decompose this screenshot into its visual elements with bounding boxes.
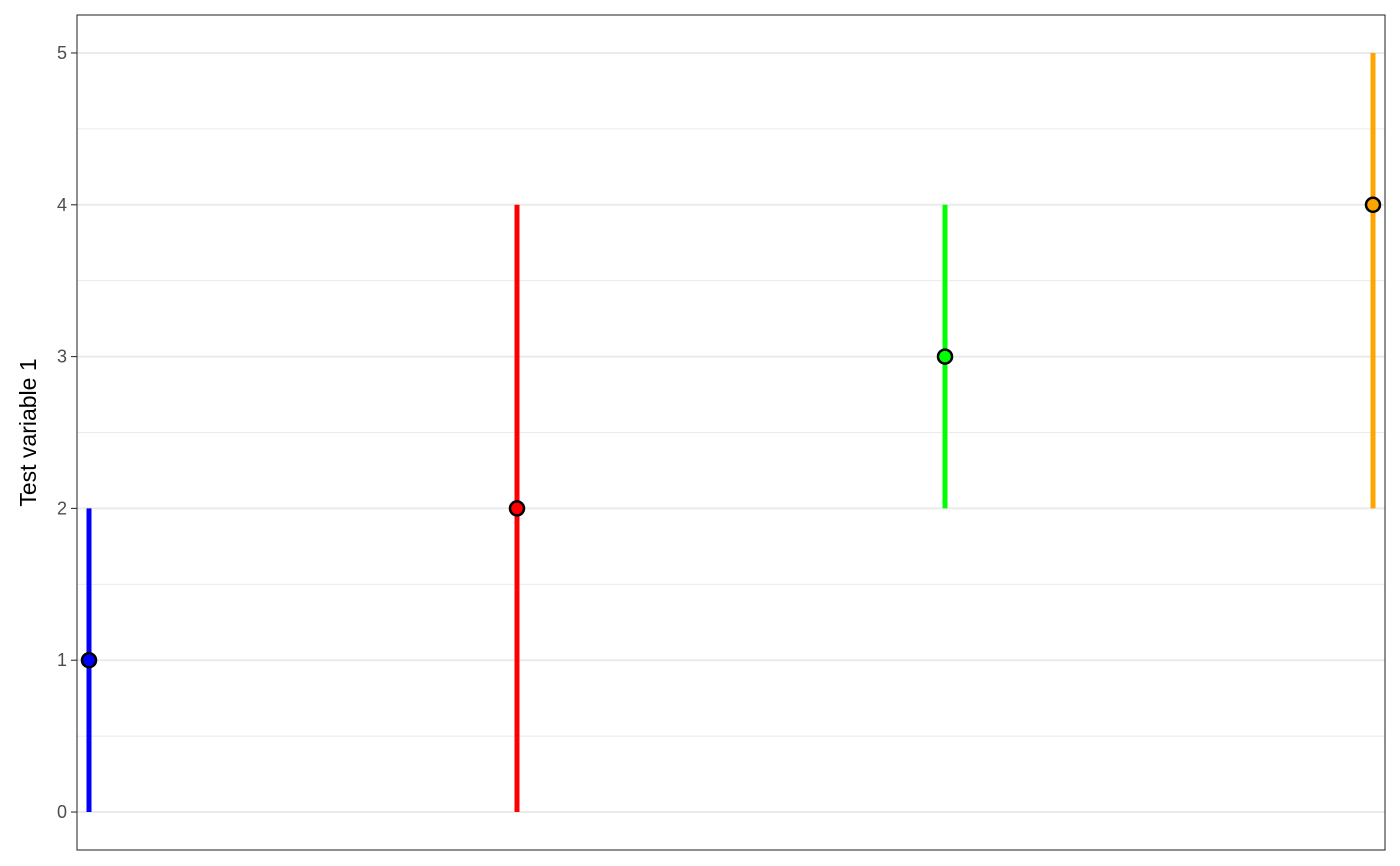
y-tick-label-3: 3 <box>57 347 67 367</box>
y-axis-title: Test variable 1 <box>15 358 41 506</box>
major-gridlines <box>77 51 1385 814</box>
minor-gridlines <box>77 128 1385 737</box>
y-tick-label-2: 2 <box>57 498 67 518</box>
data-point-4 <box>1364 196 1382 214</box>
y-axis-ticks <box>71 52 77 813</box>
y-axis-tick-labels: 0 1 2 3 4 5 <box>57 43 67 822</box>
y-tick-label-1: 1 <box>57 650 67 670</box>
y-tick-label-5: 5 <box>57 43 67 63</box>
data-point-1 <box>80 651 98 669</box>
y-tick-label-4: 4 <box>57 195 67 215</box>
y-tick-label-0: 0 <box>57 802 67 822</box>
data-point-3 <box>936 348 954 365</box>
data-points <box>80 196 1382 669</box>
data-point-2 <box>508 500 526 517</box>
panel-border <box>76 14 1386 851</box>
